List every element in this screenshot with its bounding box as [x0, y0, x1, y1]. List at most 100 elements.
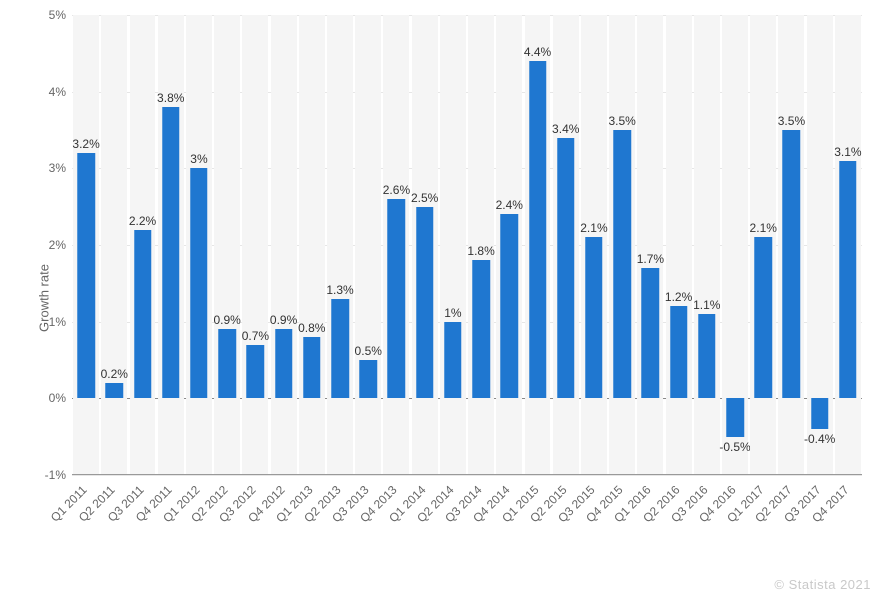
bar-value-label: 2.2%	[129, 214, 156, 228]
bar[interactable]	[331, 299, 348, 399]
bar-slot: 1.8%	[467, 15, 495, 474]
bar[interactable]	[529, 61, 546, 398]
bar[interactable]	[388, 199, 405, 398]
y-tick-label: 4%	[49, 85, 66, 99]
bar[interactable]	[190, 168, 207, 398]
bar-slot-bg	[242, 15, 268, 474]
bar[interactable]	[839, 161, 856, 399]
bar-value-label: 3.8%	[157, 91, 184, 105]
bar-slot: 0.9%	[270, 15, 298, 474]
bar-value-label: 0.7%	[242, 329, 269, 343]
bar[interactable]	[698, 314, 715, 398]
bar-slot-bg	[214, 15, 240, 474]
bar-slot: 2.1%	[580, 15, 608, 474]
bar-slot: 3%	[185, 15, 213, 474]
bar-value-label: 2.4%	[496, 198, 523, 212]
bar[interactable]	[783, 130, 800, 398]
bar-slot-bg	[666, 15, 692, 474]
bar-slot-bg	[327, 15, 353, 474]
bar-value-label: 3.5%	[608, 114, 635, 128]
bar-slot: 0.7%	[241, 15, 269, 474]
bar-value-label: 2.1%	[750, 221, 777, 235]
y-tick-label: 1%	[49, 315, 66, 329]
y-tick-label: 0%	[49, 391, 66, 405]
bar[interactable]	[670, 306, 687, 398]
bar-value-label: 2.1%	[580, 221, 607, 235]
bar-slot: 1.2%	[665, 15, 693, 474]
bar-slot: 1%	[439, 15, 467, 474]
bar[interactable]	[613, 130, 630, 398]
bar-value-label: 3.4%	[552, 122, 579, 136]
bar[interactable]	[726, 398, 743, 436]
bar-slot: 1.3%	[326, 15, 354, 474]
bar-value-label: 2.5%	[411, 191, 438, 205]
bar-value-label: 1.1%	[693, 298, 720, 312]
bar[interactable]	[162, 107, 179, 398]
bar-slot: 3.1%	[834, 15, 862, 474]
bar-slot-bg	[271, 15, 297, 474]
bar[interactable]	[77, 153, 94, 398]
bar-slot-bg	[101, 15, 127, 474]
bar-slot: 2.4%	[495, 15, 523, 474]
bar[interactable]	[303, 337, 320, 398]
bar-slot: 2.5%	[411, 15, 439, 474]
bar[interactable]	[106, 383, 123, 398]
bar-slot: 0.9%	[213, 15, 241, 474]
bar[interactable]	[218, 329, 235, 398]
bar-value-label: 0.9%	[270, 313, 297, 327]
bar-slot-bg	[637, 15, 663, 474]
bar[interactable]	[472, 260, 489, 398]
y-tick-label: 2%	[49, 238, 66, 252]
y-tick-label: -1%	[45, 468, 66, 482]
y-tick-label: 3%	[49, 161, 66, 175]
bar[interactable]	[247, 345, 264, 399]
bar-slot: 1.7%	[636, 15, 664, 474]
bar-slot-bg	[355, 15, 381, 474]
bar[interactable]	[359, 360, 376, 398]
bar[interactable]	[811, 398, 828, 429]
bar-value-label: 3.1%	[834, 145, 861, 159]
bar-value-label: 0.2%	[101, 367, 128, 381]
bar-value-label: 4.4%	[524, 45, 551, 59]
bar-slot-bg	[694, 15, 720, 474]
bar[interactable]	[585, 237, 602, 398]
bar-slot: 2.6%	[382, 15, 410, 474]
chart-container: Growth rate 3.2%0.2%2.2%3.8%3%0.9%0.7%0.…	[0, 0, 889, 596]
bar[interactable]	[642, 268, 659, 398]
gridline	[72, 475, 862, 476]
bar[interactable]	[444, 322, 461, 399]
bar-slot: 3.2%	[72, 15, 100, 474]
bar-slot: 3.5%	[608, 15, 636, 474]
y-tick-label: 5%	[49, 8, 66, 22]
bar-slot: 2.2%	[128, 15, 156, 474]
bar[interactable]	[501, 214, 518, 398]
bar-value-label: 0.8%	[298, 321, 325, 335]
bar-value-label: 3.2%	[72, 137, 99, 151]
bar-slot: -0.4%	[806, 15, 834, 474]
bar-slot: 3.5%	[777, 15, 805, 474]
bar-value-label: 1.7%	[637, 252, 664, 266]
bar-slot-bg	[299, 15, 325, 474]
bar-value-label: 2.6%	[383, 183, 410, 197]
bar-slot: 1.1%	[693, 15, 721, 474]
bar-slot: -0.5%	[721, 15, 749, 474]
bar-value-label: 1.2%	[665, 290, 692, 304]
bar[interactable]	[416, 207, 433, 399]
bar-value-label: 0.5%	[355, 344, 382, 358]
bar-slot: 0.8%	[298, 15, 326, 474]
bar[interactable]	[754, 237, 771, 398]
bar-value-label: 3.5%	[778, 114, 805, 128]
plot-area: 3.2%0.2%2.2%3.8%3%0.9%0.7%0.9%0.8%1.3%0.…	[72, 15, 862, 475]
watermark: © Statista 2021	[774, 577, 871, 592]
bar-slot: 4.4%	[523, 15, 551, 474]
bar[interactable]	[557, 138, 574, 399]
bar-value-label: 3%	[190, 152, 207, 166]
bar-slot: 2.1%	[749, 15, 777, 474]
bar-value-label: -0.5%	[719, 440, 750, 454]
bar-slot: 3.8%	[157, 15, 185, 474]
bar-slot: 0.2%	[100, 15, 128, 474]
bar-slot-bg	[440, 15, 466, 474]
bar[interactable]	[134, 230, 151, 399]
bar-value-label: 1.3%	[326, 283, 353, 297]
bar[interactable]	[275, 329, 292, 398]
